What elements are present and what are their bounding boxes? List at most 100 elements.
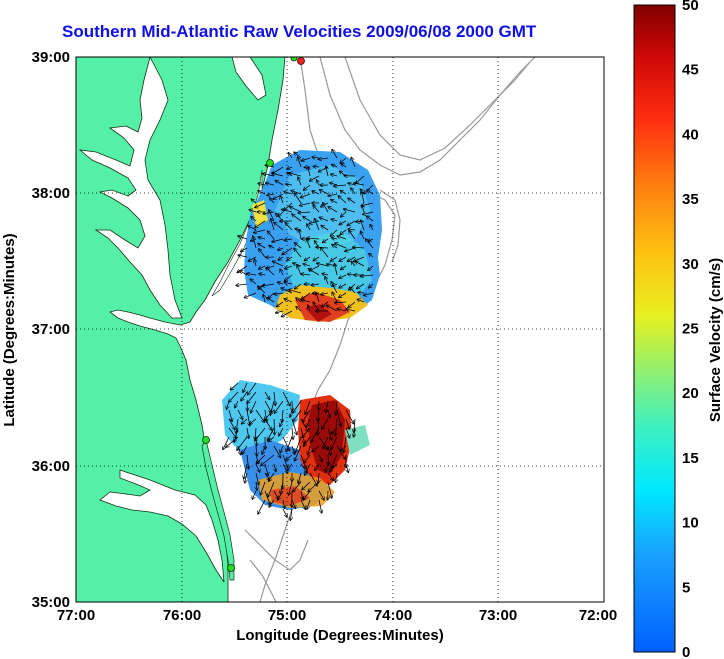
velocity-arrow xyxy=(313,205,320,213)
velocity-arrow xyxy=(326,400,329,413)
velocity-arrow xyxy=(340,229,347,234)
velocity-arrow xyxy=(336,409,341,426)
velocity-arrow xyxy=(327,481,332,498)
colorbar-tick-label: 10 xyxy=(682,515,699,532)
pamlico-sound xyxy=(99,469,225,583)
velocity-arrow xyxy=(278,282,284,284)
station-marker xyxy=(297,57,305,65)
velocity-arrow xyxy=(338,196,347,204)
velocity-arrow xyxy=(357,283,365,289)
velocity-arrow xyxy=(276,311,284,313)
y-tick-label: 37:00 xyxy=(32,321,70,338)
velocity-arrow xyxy=(282,210,293,213)
velocity-arrow xyxy=(340,157,347,163)
velocity-arrow xyxy=(228,409,232,421)
velocity-arrow xyxy=(308,167,310,177)
velocity-arrow xyxy=(345,427,350,438)
velocity-arrow xyxy=(272,173,284,177)
velocity-arrow xyxy=(331,436,338,449)
velocity-arrow xyxy=(304,184,311,190)
velocity-arrow xyxy=(264,409,275,420)
velocity-arrow xyxy=(248,256,257,261)
velocity-arrow xyxy=(223,436,230,449)
velocity-arrow xyxy=(361,231,365,240)
velocity-arrow xyxy=(241,247,248,252)
velocity-arrow xyxy=(235,400,239,408)
velocity-arrow xyxy=(258,191,266,195)
grid-lines xyxy=(76,57,604,602)
velocity-arrow xyxy=(290,508,292,520)
velocity-arrow xyxy=(334,185,347,186)
velocity-arrow xyxy=(228,418,235,429)
velocity-arrow xyxy=(327,445,331,455)
velocity-arrow xyxy=(349,231,356,240)
velocity-arrow xyxy=(256,445,257,456)
velocity-arrow xyxy=(346,309,356,311)
velocity-arrow xyxy=(287,463,293,470)
velocity-arrow xyxy=(318,418,319,435)
velocity-arrow xyxy=(266,183,275,185)
velocity-arrow xyxy=(287,167,293,169)
velocity-arrow xyxy=(267,194,275,195)
velocity-arrow xyxy=(270,198,275,204)
velocity-arrow xyxy=(336,400,337,415)
velocity-arrow xyxy=(341,265,347,270)
velocity-arrow xyxy=(284,299,293,303)
velocity-arrow xyxy=(325,277,329,285)
velocity-arrow xyxy=(335,264,338,276)
velocity-arrow xyxy=(328,207,338,213)
velocity-arrow xyxy=(259,265,266,269)
velocity-arrow xyxy=(318,490,324,500)
velocity-arrow xyxy=(256,481,257,490)
velocity-arrow xyxy=(288,153,293,159)
velocity-arrow xyxy=(315,463,320,470)
velocity-arrow xyxy=(303,264,311,266)
velocity-arrow xyxy=(305,400,311,414)
colorbar-tick-label: 40 xyxy=(682,126,699,143)
velocity-arrow xyxy=(238,255,248,257)
velocity-arrow xyxy=(236,418,238,433)
colorbar-tick-label: 15 xyxy=(682,450,699,467)
velocity-arrow xyxy=(271,219,275,231)
velocity-arrow xyxy=(321,248,329,258)
velocity-arrow xyxy=(366,239,374,249)
x-tick-label: 76:00 xyxy=(163,607,201,624)
velocity-arrow xyxy=(255,259,257,267)
velocity-arrow xyxy=(285,274,293,281)
velocity-arrow xyxy=(339,274,347,278)
plot-border xyxy=(75,56,605,603)
velocity-arrow xyxy=(278,490,284,500)
velocity-arrow xyxy=(293,481,302,492)
velocity-arrow xyxy=(269,472,275,481)
velocity-arrow xyxy=(294,193,302,204)
velocity-arrow xyxy=(237,436,248,450)
velocity-arrow xyxy=(362,192,365,204)
velocity-arrow xyxy=(331,427,338,434)
velocity-arrow xyxy=(301,157,311,161)
station-marker xyxy=(290,57,298,62)
velocity-arrow xyxy=(335,418,337,436)
velocity-arrow xyxy=(307,238,320,239)
velocity-arrow xyxy=(328,409,330,418)
velocity-arrow xyxy=(295,243,302,249)
velocity-arrow xyxy=(319,158,329,159)
chesapeake-bay xyxy=(78,57,183,319)
velocity-arrow xyxy=(287,256,293,260)
velocity-arrow xyxy=(259,249,266,258)
velocity-arrow xyxy=(262,284,275,286)
velocity-arrow xyxy=(255,220,266,228)
colorbar-tick-label: 30 xyxy=(682,256,699,273)
velocity-arrow xyxy=(315,219,320,231)
colorbar-tick-label: 35 xyxy=(682,191,699,208)
velocity-arrow xyxy=(295,445,302,461)
outer-banks xyxy=(201,439,235,581)
velocity-arrow xyxy=(261,454,275,465)
velocity-arrow xyxy=(247,391,257,403)
velocity-arrow xyxy=(284,239,293,240)
velocity-arrow xyxy=(335,243,347,249)
velocity-arrow xyxy=(320,217,329,222)
velocity-arrow xyxy=(312,445,320,452)
velocity-arrow xyxy=(228,427,236,438)
velocity-arrow xyxy=(370,225,373,231)
